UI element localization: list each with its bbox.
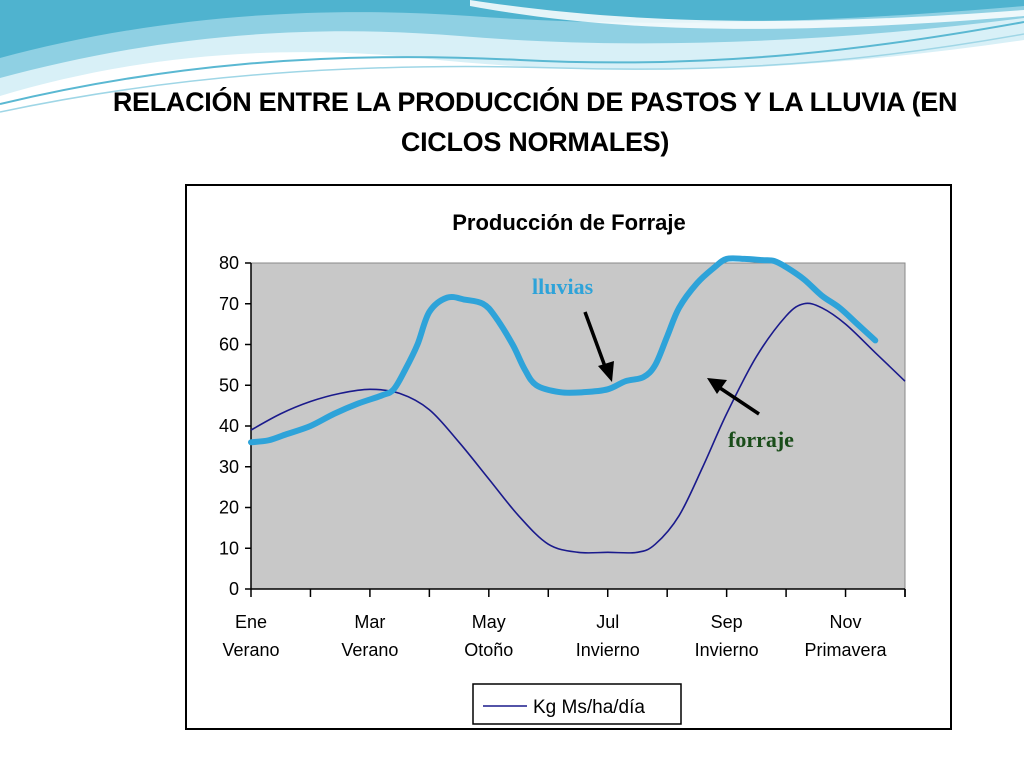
chart-title: Producción de Forraje <box>452 210 686 235</box>
series-rain-line <box>248 255 879 446</box>
legend-box <box>472 683 682 725</box>
y-tick-label: 40 <box>219 416 239 436</box>
x-tick-label-season: Verano <box>341 640 398 660</box>
wave-band-dark <box>0 0 1024 58</box>
plot-area <box>250 262 906 590</box>
y-axis: 0 10 20 30 40 50 60 70 80 <box>219 253 252 599</box>
series-forage-line <box>250 302 906 554</box>
x-tick-label-season: Otoño <box>464 640 513 660</box>
x-tick-label-month: Sep <box>711 612 743 632</box>
x-tick-label-season: Invierno <box>695 640 759 660</box>
x-tick-label-season: Verano <box>222 640 279 660</box>
wave-line-1 <box>0 21 1024 105</box>
wave-line-2 <box>0 33 1024 113</box>
x-axis: Ene Verano Mar Verano May Otoño Jul Invierno Sep… <box>222 588 906 660</box>
lluvias-arrow <box>583 311 609 373</box>
y-tick-label: 0 <box>229 579 239 599</box>
chart-frame: Producción de Forraje 0 10 20 30 40 50 60 70 80 … <box>185 184 952 730</box>
y-tick-label: 80 <box>219 253 239 273</box>
header-wave-decoration <box>0 0 1024 113</box>
x-tick-label-month: Jul <box>596 612 619 632</box>
wave-white-streak <box>470 0 1024 29</box>
x-tick-label-month: Mar <box>354 612 385 632</box>
lluvias-arrowhead <box>598 361 614 382</box>
series-layer <box>248 255 906 554</box>
lluvias-annotation: lluvias <box>532 274 594 299</box>
forraje-annotation: forraje <box>728 427 794 452</box>
forraje-arrow <box>716 384 760 416</box>
forage-chart: Producción de Forraje 01020304050607080 … <box>219 210 906 725</box>
x-tick-label-season: Primavera <box>805 640 888 660</box>
y-tick-label: 10 <box>219 538 239 558</box>
x-tick-label-month: Nov <box>830 612 862 632</box>
y-tick-label: 60 <box>219 335 239 355</box>
x-tick-label-season: Invierno <box>576 640 640 660</box>
y-tick-label: 20 <box>219 498 239 518</box>
y-tick-label: 70 <box>219 294 239 314</box>
x-tick-label-month: May <box>472 612 506 632</box>
y-tick-label: 30 <box>219 457 239 477</box>
slide-title: RELACIÓN ENTRE LA PRODUCCIÓN DE PASTOS Y… <box>112 87 958 157</box>
y-tick-label: 50 <box>219 375 239 395</box>
x-tick-label-month: Ene <box>235 612 267 632</box>
legend-label: Kg Ms/ha/día <box>533 697 645 718</box>
forraje-arrowhead <box>707 378 727 394</box>
